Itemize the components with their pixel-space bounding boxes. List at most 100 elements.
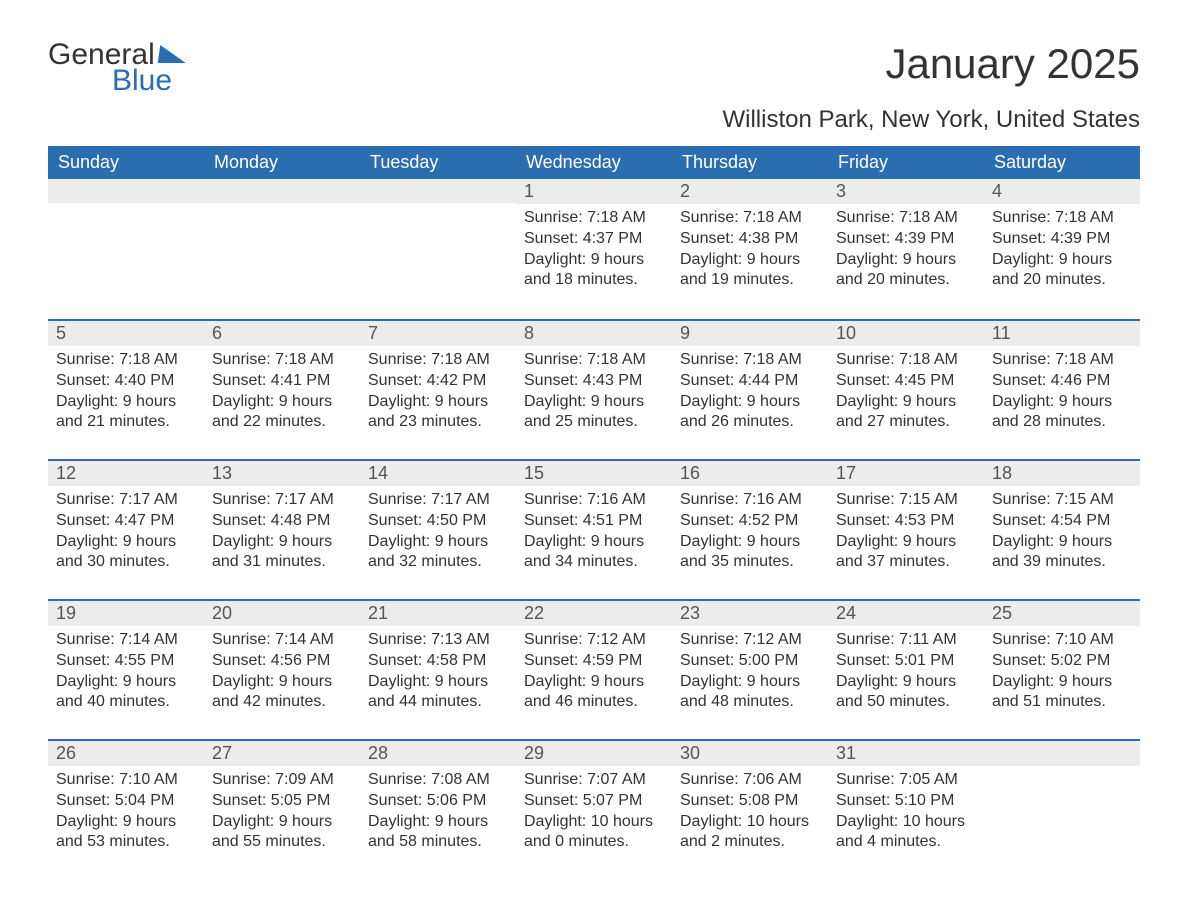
day-sunset: Sunset: 5:04 PM xyxy=(56,791,196,812)
day-sunrise: Sunrise: 7:18 AM xyxy=(212,350,352,371)
day-day2: and 31 minutes. xyxy=(212,552,352,573)
day-number: 16 xyxy=(672,459,828,486)
day-details: Sunrise: 7:05 AMSunset: 5:10 PMDaylight:… xyxy=(828,766,984,863)
day-details: Sunrise: 7:09 AMSunset: 5:05 PMDaylight:… xyxy=(204,766,360,863)
day-details: Sunrise: 7:18 AMSunset: 4:46 PMDaylight:… xyxy=(984,346,1140,443)
day-day1: Daylight: 9 hours xyxy=(836,392,976,413)
day-details: Sunrise: 7:16 AMSunset: 4:52 PMDaylight:… xyxy=(672,486,828,583)
day-sunset: Sunset: 4:54 PM xyxy=(992,511,1132,532)
day-sunrise: Sunrise: 7:18 AM xyxy=(836,350,976,371)
day-number: 15 xyxy=(516,459,672,486)
day-number: 11 xyxy=(984,319,1140,346)
day-number: 2 xyxy=(672,179,828,204)
calendar-cell: 10Sunrise: 7:18 AMSunset: 4:45 PMDayligh… xyxy=(828,319,984,459)
calendar-cell xyxy=(48,179,204,319)
calendar-cell: 26Sunrise: 7:10 AMSunset: 5:04 PMDayligh… xyxy=(48,739,204,879)
day-number: 22 xyxy=(516,599,672,626)
day-day1: Daylight: 9 hours xyxy=(680,672,820,693)
day-day1: Daylight: 9 hours xyxy=(212,672,352,693)
day-sunrise: Sunrise: 7:10 AM xyxy=(992,630,1132,651)
calendar-week-row: 12Sunrise: 7:17 AMSunset: 4:47 PMDayligh… xyxy=(48,459,1140,599)
calendar-cell: 27Sunrise: 7:09 AMSunset: 5:05 PMDayligh… xyxy=(204,739,360,879)
day-sunrise: Sunrise: 7:11 AM xyxy=(836,630,976,651)
day-day2: and 44 minutes. xyxy=(368,692,508,713)
day-sunset: Sunset: 5:01 PM xyxy=(836,651,976,672)
day-number: 13 xyxy=(204,459,360,486)
day-sunrise: Sunrise: 7:08 AM xyxy=(368,770,508,791)
day-details: Sunrise: 7:12 AMSunset: 5:00 PMDaylight:… xyxy=(672,626,828,723)
day-day2: and 40 minutes. xyxy=(56,692,196,713)
calendar-cell: 15Sunrise: 7:16 AMSunset: 4:51 PMDayligh… xyxy=(516,459,672,599)
location-text: Williston Park, New York, United States xyxy=(722,106,1140,134)
day-day1: Daylight: 9 hours xyxy=(836,250,976,271)
day-sunset: Sunset: 4:55 PM xyxy=(56,651,196,672)
day-sunset: Sunset: 4:39 PM xyxy=(992,229,1132,250)
day-number: 10 xyxy=(828,319,984,346)
day-sunset: Sunset: 4:37 PM xyxy=(524,229,664,250)
day-sunrise: Sunrise: 7:18 AM xyxy=(56,350,196,371)
day-number: 30 xyxy=(672,739,828,766)
day-number: 3 xyxy=(828,179,984,204)
day-day1: Daylight: 10 hours xyxy=(836,812,976,833)
day-sunset: Sunset: 4:59 PM xyxy=(524,651,664,672)
calendar-week-row: 5Sunrise: 7:18 AMSunset: 4:40 PMDaylight… xyxy=(48,319,1140,459)
day-day2: and 20 minutes. xyxy=(836,270,976,291)
calendar-cell: 1Sunrise: 7:18 AMSunset: 4:37 PMDaylight… xyxy=(516,179,672,319)
day-sunrise: Sunrise: 7:18 AM xyxy=(836,208,976,229)
calendar-cell xyxy=(984,739,1140,879)
day-number: 5 xyxy=(48,319,204,346)
weekday-header-row: Sunday Monday Tuesday Wednesday Thursday… xyxy=(48,146,1140,179)
day-sunset: Sunset: 4:40 PM xyxy=(56,371,196,392)
day-day1: Daylight: 9 hours xyxy=(368,532,508,553)
day-day1: Daylight: 9 hours xyxy=(680,250,820,271)
day-sunset: Sunset: 4:56 PM xyxy=(212,651,352,672)
weekday-header: Thursday xyxy=(672,146,828,179)
calendar-cell: 22Sunrise: 7:12 AMSunset: 4:59 PMDayligh… xyxy=(516,599,672,739)
calendar-cell xyxy=(204,179,360,319)
day-day2: and 27 minutes. xyxy=(836,412,976,433)
day-details: Sunrise: 7:18 AMSunset: 4:43 PMDaylight:… xyxy=(516,346,672,443)
day-day2: and 18 minutes. xyxy=(524,270,664,291)
day-sunrise: Sunrise: 7:18 AM xyxy=(680,208,820,229)
calendar-week-row: 1Sunrise: 7:18 AMSunset: 4:37 PMDaylight… xyxy=(48,179,1140,319)
day-day1: Daylight: 9 hours xyxy=(56,392,196,413)
day-day2: and 23 minutes. xyxy=(368,412,508,433)
logo: General Blue xyxy=(48,40,187,96)
weekday-header: Monday xyxy=(204,146,360,179)
calendar-cell: 30Sunrise: 7:06 AMSunset: 5:08 PMDayligh… xyxy=(672,739,828,879)
day-day2: and 19 minutes. xyxy=(680,270,820,291)
calendar-cell: 16Sunrise: 7:16 AMSunset: 4:52 PMDayligh… xyxy=(672,459,828,599)
day-day1: Daylight: 9 hours xyxy=(524,532,664,553)
day-sunrise: Sunrise: 7:18 AM xyxy=(992,208,1132,229)
day-sunset: Sunset: 5:05 PM xyxy=(212,791,352,812)
day-details: Sunrise: 7:06 AMSunset: 5:08 PMDaylight:… xyxy=(672,766,828,863)
day-sunset: Sunset: 5:02 PM xyxy=(992,651,1132,672)
day-sunrise: Sunrise: 7:07 AM xyxy=(524,770,664,791)
calendar-cell: 20Sunrise: 7:14 AMSunset: 4:56 PMDayligh… xyxy=(204,599,360,739)
day-details: Sunrise: 7:13 AMSunset: 4:58 PMDaylight:… xyxy=(360,626,516,723)
day-day1: Daylight: 9 hours xyxy=(56,672,196,693)
day-number: 26 xyxy=(48,739,204,766)
day-sunrise: Sunrise: 7:06 AM xyxy=(680,770,820,791)
day-number: 19 xyxy=(48,599,204,626)
day-day1: Daylight: 9 hours xyxy=(524,392,664,413)
empty-day-head xyxy=(204,179,360,203)
day-day2: and 34 minutes. xyxy=(524,552,664,573)
day-day1: Daylight: 9 hours xyxy=(524,672,664,693)
day-sunrise: Sunrise: 7:17 AM xyxy=(368,490,508,511)
day-day2: and 32 minutes. xyxy=(368,552,508,573)
day-day2: and 28 minutes. xyxy=(992,412,1132,433)
day-day1: Daylight: 9 hours xyxy=(992,532,1132,553)
day-day2: and 2 minutes. xyxy=(680,832,820,853)
day-sunrise: Sunrise: 7:15 AM xyxy=(836,490,976,511)
day-sunset: Sunset: 5:10 PM xyxy=(836,791,976,812)
day-details: Sunrise: 7:08 AMSunset: 5:06 PMDaylight:… xyxy=(360,766,516,863)
day-day2: and 35 minutes. xyxy=(680,552,820,573)
day-day1: Daylight: 9 hours xyxy=(680,392,820,413)
day-day1: Daylight: 9 hours xyxy=(992,250,1132,271)
calendar-cell: 19Sunrise: 7:14 AMSunset: 4:55 PMDayligh… xyxy=(48,599,204,739)
day-day2: and 53 minutes. xyxy=(56,832,196,853)
day-number: 25 xyxy=(984,599,1140,626)
calendar-cell xyxy=(360,179,516,319)
day-details: Sunrise: 7:18 AMSunset: 4:38 PMDaylight:… xyxy=(672,204,828,301)
